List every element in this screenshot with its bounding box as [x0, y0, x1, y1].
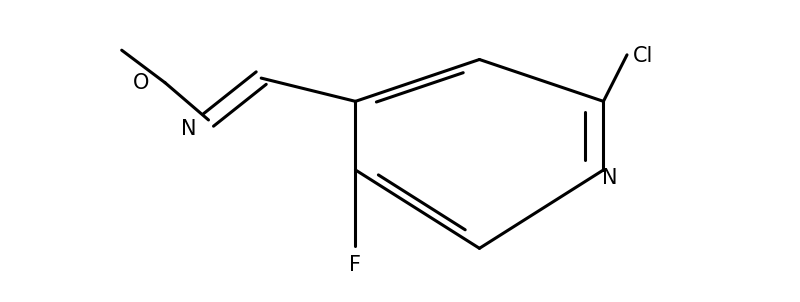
Text: F: F — [350, 255, 362, 275]
Text: N: N — [602, 168, 618, 188]
Text: N: N — [181, 119, 196, 139]
Text: Cl: Cl — [634, 46, 654, 66]
Text: O: O — [134, 73, 150, 93]
